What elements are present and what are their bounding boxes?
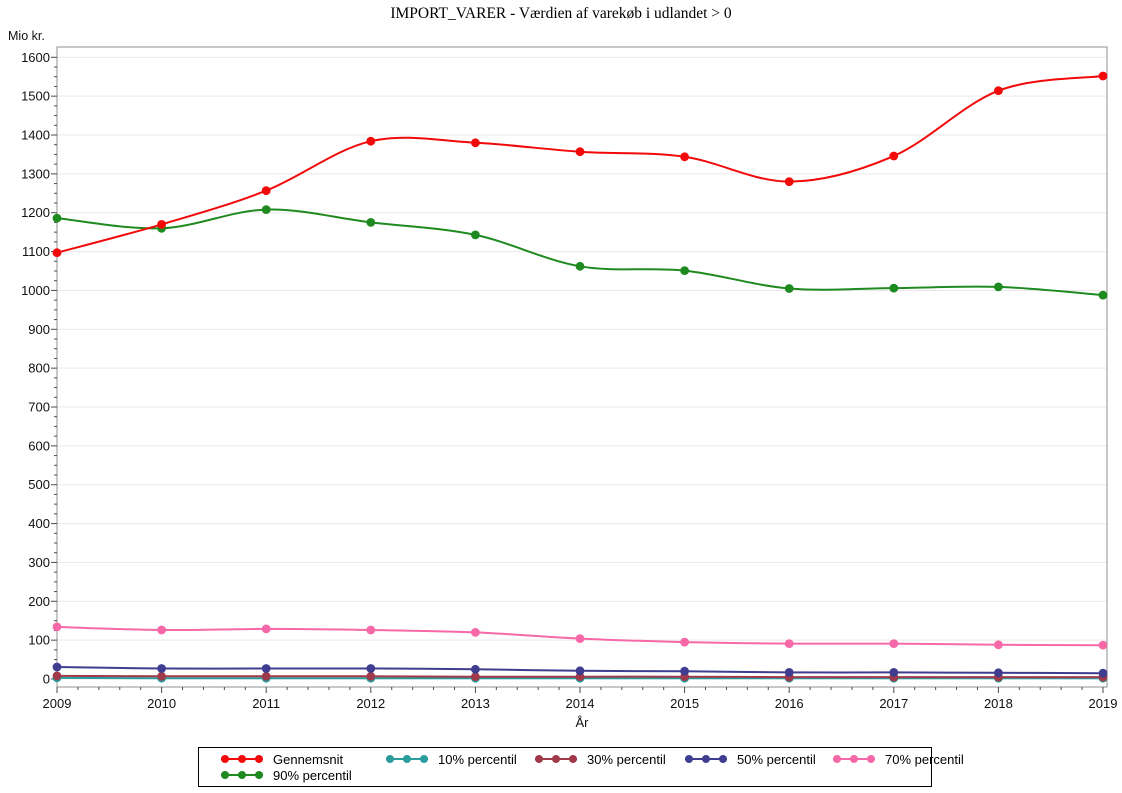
y-axis-unit-label: Mio kr. xyxy=(8,29,45,43)
svg-text:200: 200 xyxy=(28,594,50,609)
legend-item: 50% percentil xyxy=(681,752,829,767)
chart-legend: Gennemsnit 10% percentil 30% percentil 50% … xyxy=(198,747,964,787)
legend-marker xyxy=(833,755,875,763)
legend-marker xyxy=(535,755,577,763)
legend-label: 30% percentil xyxy=(587,751,666,767)
legend-label: Gennemsnit xyxy=(273,751,344,767)
svg-text:2018: 2018 xyxy=(984,696,1013,711)
svg-text:2009: 2009 xyxy=(43,696,72,711)
svg-text:1200: 1200 xyxy=(21,205,50,220)
legend-label: 10% percentil xyxy=(438,751,517,767)
legend-marker xyxy=(221,755,263,763)
svg-text:2019: 2019 xyxy=(1089,696,1118,711)
svg-text:2013: 2013 xyxy=(461,696,490,711)
svg-text:2016: 2016 xyxy=(775,696,804,711)
svg-text:2014: 2014 xyxy=(566,696,595,711)
legend-marker xyxy=(386,755,428,763)
legend-marker xyxy=(685,755,727,763)
chart-title: IMPORT_VARER - Værdien af varekøb i udla… xyxy=(390,5,732,22)
svg-text:700: 700 xyxy=(28,400,50,415)
svg-text:1000: 1000 xyxy=(21,283,50,298)
legend-label: 70% percentil xyxy=(885,751,964,767)
svg-text:2010: 2010 xyxy=(147,696,176,711)
legend-label: 90% percentil xyxy=(273,767,352,783)
line-chart: 0 100 200 300 400 500 600 700 800 900 1000 1100 1200… xyxy=(21,46,1118,711)
svg-text:1600: 1600 xyxy=(21,50,50,65)
svg-text:400: 400 xyxy=(28,516,50,531)
svg-text:2015: 2015 xyxy=(670,696,699,711)
svg-text:2011: 2011 xyxy=(252,696,280,711)
svg-text:1300: 1300 xyxy=(21,166,50,181)
svg-text:900: 900 xyxy=(28,322,50,337)
svg-text:1100: 1100 xyxy=(22,244,50,259)
legend-item: 30% percentil xyxy=(531,752,681,767)
svg-text:0: 0 xyxy=(43,672,50,687)
svg-text:600: 600 xyxy=(28,438,50,453)
svg-text:1400: 1400 xyxy=(21,128,50,143)
svg-text:2012: 2012 xyxy=(356,696,385,711)
x-axis-label: År xyxy=(575,715,589,730)
legend-item: 10% percentil xyxy=(382,752,531,767)
svg-text:100: 100 xyxy=(28,633,50,648)
legend-label: 50% percentil xyxy=(737,751,816,767)
svg-text:2017: 2017 xyxy=(879,696,908,711)
legend-item: Gennemsnit xyxy=(217,752,382,767)
svg-text:800: 800 xyxy=(28,361,50,376)
legend-item: 90% percentil xyxy=(217,768,382,783)
svg-text:500: 500 xyxy=(28,477,50,492)
legend-marker xyxy=(221,771,263,779)
svg-text:300: 300 xyxy=(28,555,50,570)
svg-text:1500: 1500 xyxy=(21,89,50,104)
legend-item: 70% percentil xyxy=(829,752,964,767)
